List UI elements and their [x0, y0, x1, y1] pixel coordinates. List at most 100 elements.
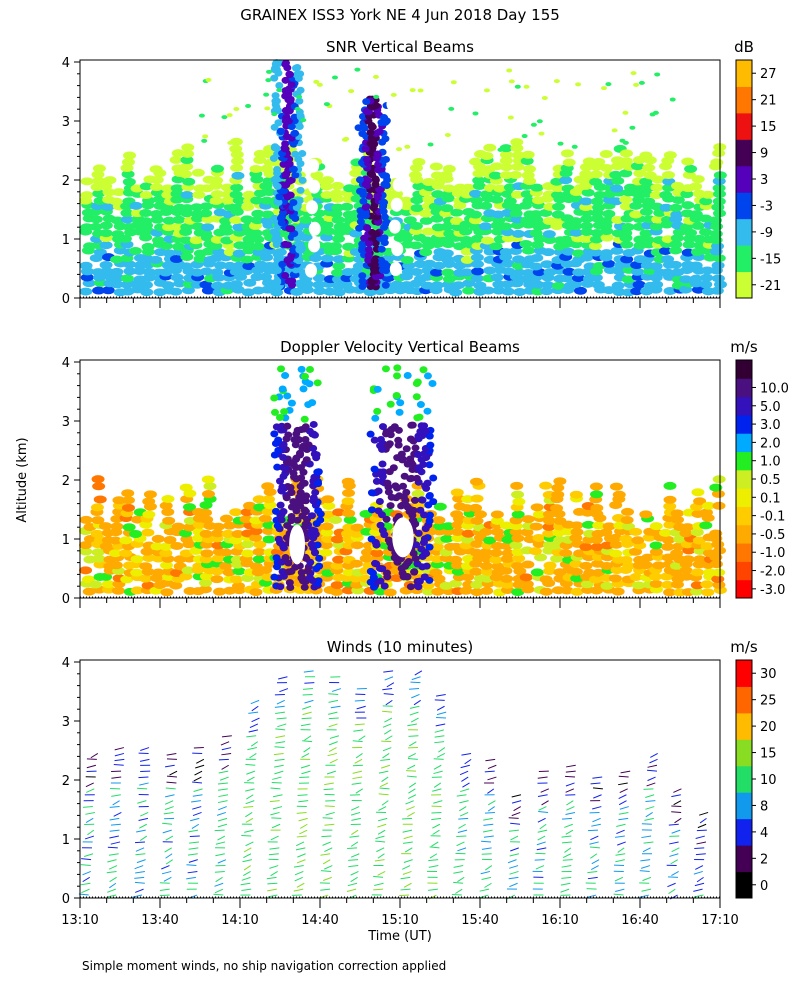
- wind-barb: [410, 717, 419, 723]
- snr-cell: [331, 215, 345, 224]
- doppler-colorbar-label: -1.0: [760, 546, 785, 561]
- doppler-cell: [101, 580, 115, 589]
- wind-barb: [247, 747, 257, 751]
- doppler-updraft-cell: [395, 555, 404, 563]
- doppler-updraft-cell: [404, 557, 413, 565]
- snr-speckle: [390, 92, 397, 97]
- wind-barb: [243, 853, 252, 859]
- wind-barb: [114, 747, 125, 751]
- snr-echo-cell: [274, 119, 283, 127]
- doppler-cell: [200, 549, 214, 558]
- snr-cell: [170, 189, 184, 198]
- doppler-updraft-cell: [406, 583, 415, 591]
- wind-barb: [107, 888, 116, 893]
- wind-barb: [377, 829, 386, 835]
- doppler-updraft-cell: [285, 579, 294, 587]
- wind-barb: [405, 800, 414, 805]
- wind-barb: [218, 806, 227, 811]
- wind-barb: [399, 894, 410, 897]
- wind-barb: [694, 882, 705, 887]
- snr-echo-cell: [271, 60, 280, 68]
- doppler-anvil-cell: [297, 365, 306, 373]
- snr-cell: [520, 157, 534, 166]
- wind-barb: [647, 764, 658, 768]
- doppler-cell: [511, 534, 525, 543]
- snr-speckle: [205, 77, 212, 82]
- doppler-cell: [321, 561, 335, 570]
- wind-barb: [169, 770, 178, 776]
- snr-cell: [682, 171, 696, 180]
- wind-barb: [329, 758, 338, 764]
- wind-barb: [587, 876, 598, 880]
- doppler-cell: [661, 542, 675, 551]
- wind-barb: [592, 817, 601, 823]
- winds-y-tick-label: 4: [62, 656, 70, 671]
- wind-barb: [535, 865, 545, 870]
- snr-cell: [499, 150, 513, 159]
- doppler-cell: [569, 559, 583, 568]
- doppler-cell: [609, 533, 623, 542]
- doppler-cell: [92, 482, 106, 491]
- snr-cell: [649, 191, 663, 200]
- wind-barb: [403, 859, 413, 863]
- snr-cell: [240, 255, 254, 264]
- wind-barb: [221, 764, 229, 770]
- snr-echo-cell: [278, 260, 287, 268]
- doppler-cell: [512, 497, 526, 506]
- snr-echo-cell: [298, 176, 307, 184]
- wind-barb: [428, 859, 439, 862]
- doppler-y-tick-label: 4: [62, 356, 70, 371]
- doppler-updraft-cell: [418, 496, 427, 504]
- wind-barb: [615, 853, 626, 856]
- snr-cell: [169, 266, 183, 275]
- doppler-cell: [690, 528, 704, 537]
- wind-barb: [134, 865, 144, 870]
- snr-echo-cell: [364, 252, 373, 260]
- wind-barb: [642, 876, 652, 882]
- snr-cell: [251, 235, 265, 244]
- doppler-cell: [449, 555, 463, 564]
- snr-cell: [410, 204, 424, 213]
- snr-cell: [630, 162, 644, 171]
- wind-barb: [84, 835, 95, 840]
- doppler-updraft-cell: [281, 464, 290, 472]
- snr-echo-cell: [361, 203, 370, 211]
- doppler-cell: [141, 581, 155, 590]
- doppler-cell: [663, 502, 677, 511]
- doppler-cell: [490, 516, 504, 525]
- doppler-cell: [449, 579, 463, 588]
- snr-cell: [182, 177, 196, 186]
- wind-barb: [429, 846, 440, 849]
- doppler-cell: [109, 536, 123, 545]
- snr-speckle: [296, 94, 303, 99]
- snr-cell: [181, 286, 195, 295]
- wind-barb: [482, 829, 493, 833]
- snr-cell: [490, 162, 504, 171]
- doppler-cell: [222, 568, 236, 577]
- wind-barb: [407, 757, 418, 760]
- wind-barb: [351, 829, 359, 836]
- wind-barb: [302, 693, 313, 696]
- doppler-cell: [509, 528, 523, 537]
- winds-x-tick-label: 13:40: [141, 913, 178, 928]
- snr-cell: [201, 223, 215, 232]
- wind-barb: [407, 794, 417, 800]
- snr-speckle: [427, 142, 434, 147]
- snr-colorbar-swatch: [736, 192, 752, 220]
- snr-cell: [712, 209, 726, 218]
- snr-echo-cell: [281, 140, 290, 148]
- snr-cell: [580, 214, 594, 223]
- wind-barb: [217, 782, 228, 785]
- wind-barb: [403, 882, 412, 888]
- doppler-cell: [151, 534, 165, 543]
- snr-cell: [610, 246, 624, 255]
- snr-cell: [451, 281, 465, 290]
- snr-echo-cell: [281, 172, 290, 180]
- wind-barb: [510, 822, 521, 825]
- doppler-cell: [210, 567, 224, 576]
- doppler-cell: [241, 540, 255, 549]
- doppler-cell: [500, 580, 514, 589]
- doppler-cell: [451, 567, 465, 576]
- snr-cell: [510, 138, 524, 147]
- snr-echo-cell: [360, 124, 369, 132]
